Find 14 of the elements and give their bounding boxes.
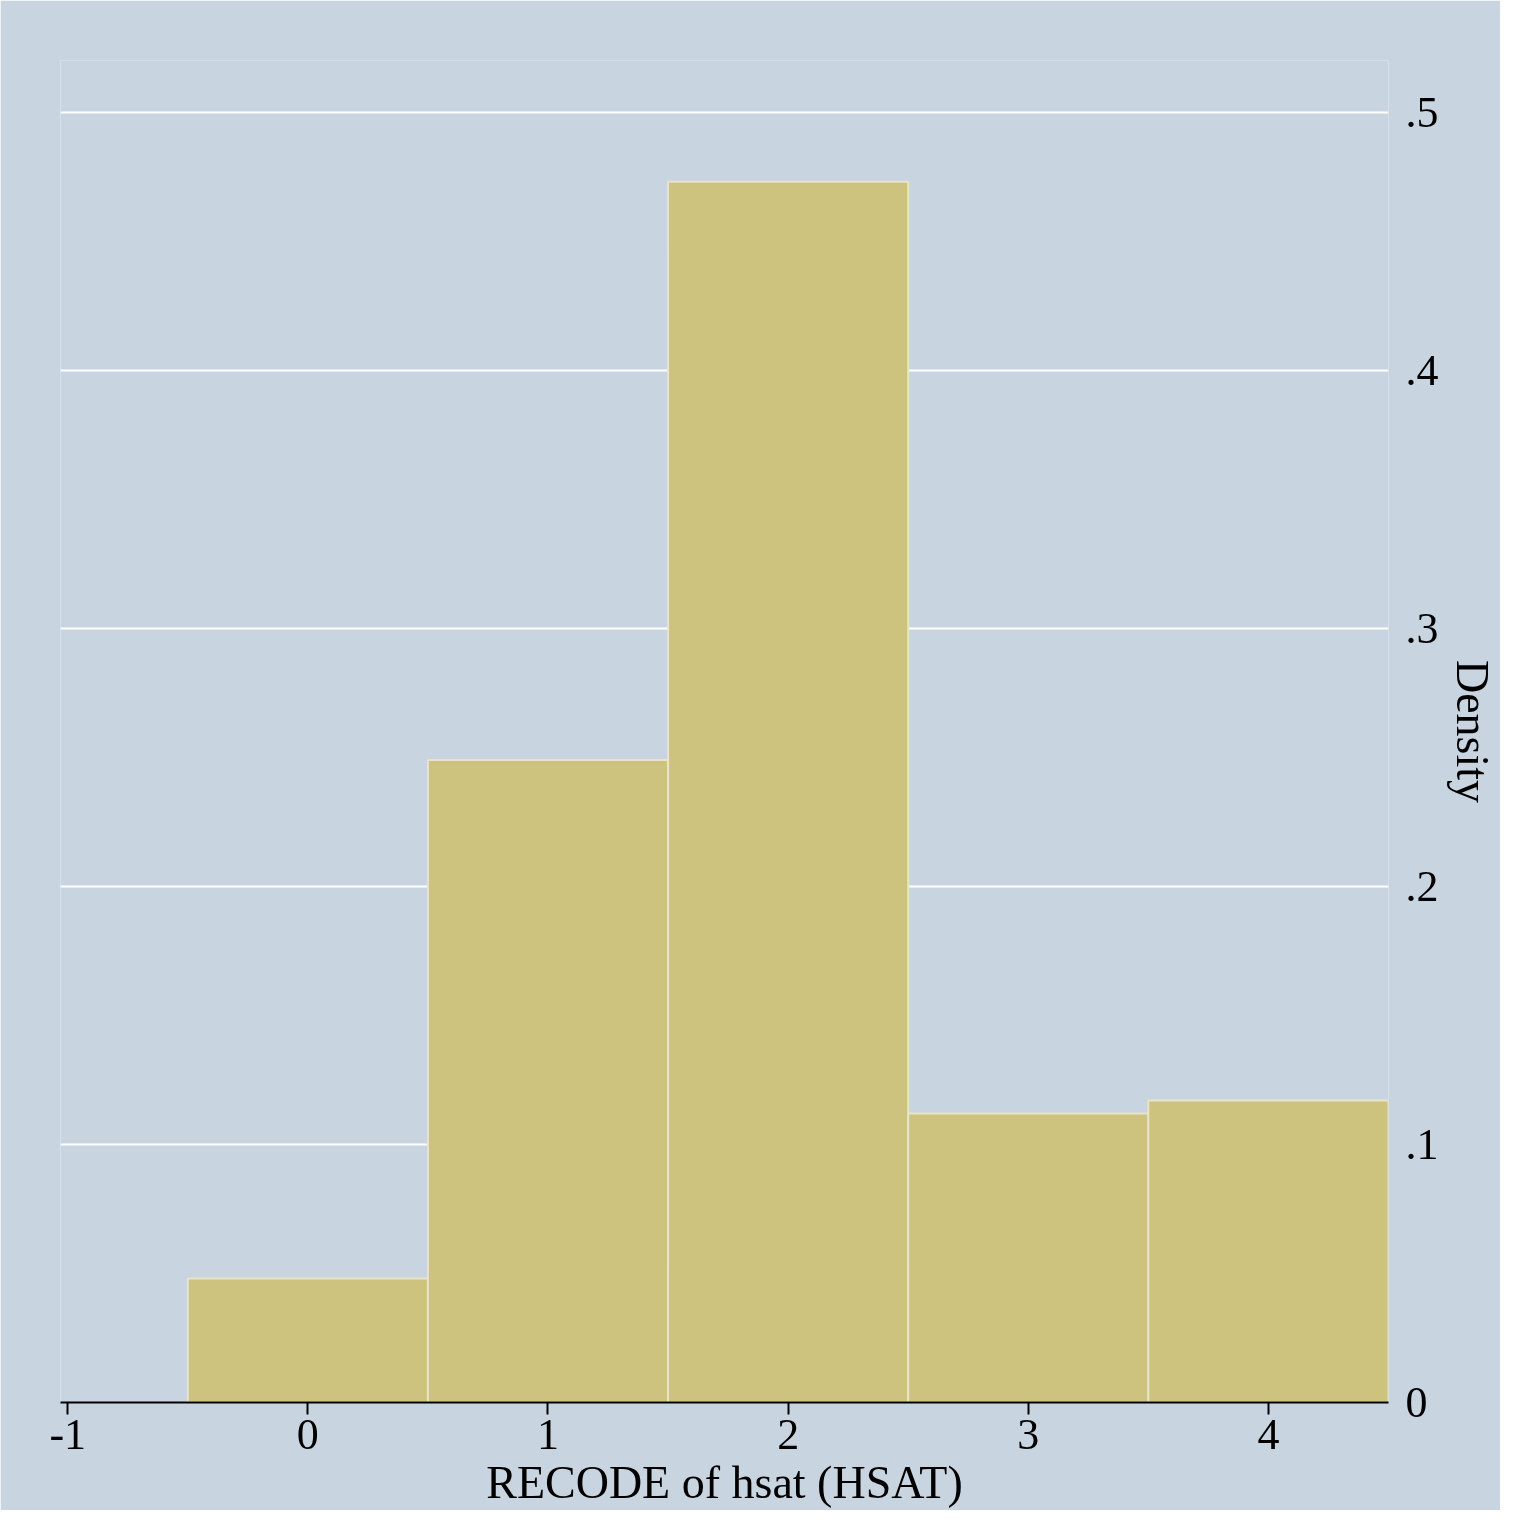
x-tick-label: 1 [536,1409,559,1459]
x-axis-title: RECODE of hsat (HSAT) [486,1456,963,1508]
y-tick-label: .5 [1405,87,1439,137]
x-tick-label: 0 [296,1409,319,1459]
x-tick-label: 3 [1017,1409,1040,1459]
y-tick-label: 0 [1405,1378,1428,1427]
y-tick-label: .3 [1405,603,1439,653]
x-tick-label: -1 [49,1409,87,1459]
x-tick-label: 4 [1257,1409,1280,1459]
y-tick-label: .1 [1405,1119,1439,1169]
y-tick-label: .2 [1405,861,1439,911]
x-tick-label: 2 [777,1409,800,1459]
y-axis-title: Density [1446,659,1498,804]
y-tick-label: .4 [1405,345,1439,395]
